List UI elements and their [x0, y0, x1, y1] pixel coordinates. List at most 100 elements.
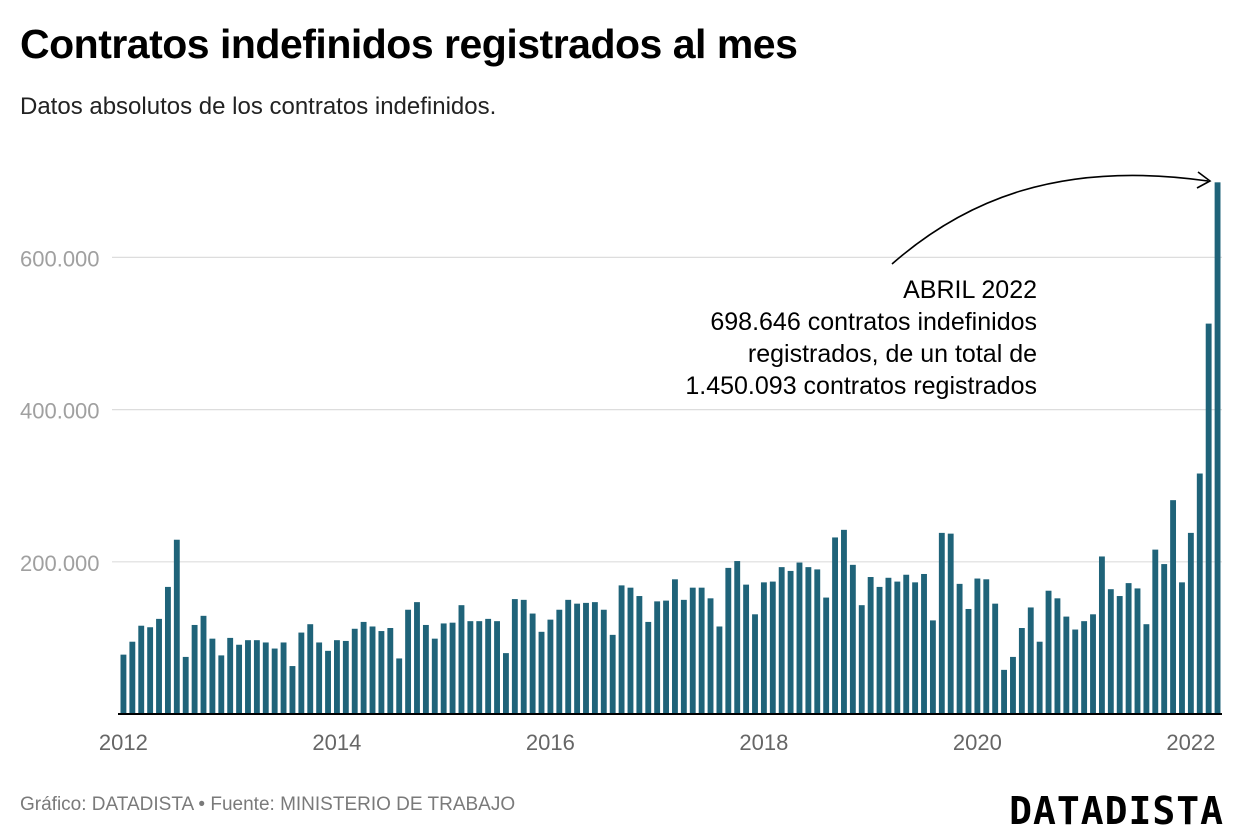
source-credit: Gráfico: DATADISTA • Fuente: MINISTERIO …: [20, 794, 516, 815]
bar: [1010, 656, 1016, 714]
x-tick-label: 2012: [99, 730, 148, 755]
bar: [645, 621, 652, 714]
bar: [547, 619, 554, 714]
bar: [965, 608, 972, 714]
bar: [938, 532, 945, 714]
bar: [752, 614, 758, 714]
bar: [1081, 621, 1088, 714]
bar: [1125, 583, 1132, 714]
bar: [147, 627, 154, 714]
bar: [921, 573, 927, 714]
x-tick-label: 2018: [739, 730, 788, 755]
y-tick-label: 600.000: [20, 246, 100, 271]
bar: [458, 605, 465, 714]
bar: [120, 654, 127, 714]
bar: [262, 642, 269, 714]
bar: [503, 653, 509, 714]
bar: [1045, 590, 1052, 714]
bar: [698, 587, 705, 714]
bar: [191, 624, 198, 714]
bar: [218, 655, 225, 714]
bar: [974, 578, 981, 714]
bar: [227, 637, 234, 714]
x-tick-label: 2020: [953, 730, 1002, 755]
bar: [271, 648, 278, 714]
bar: [164, 586, 171, 714]
bar: [414, 602, 420, 714]
bar: [680, 599, 687, 714]
bar: [734, 561, 741, 714]
y-tick-label: 400.000: [20, 399, 100, 424]
bar: [618, 585, 625, 714]
bar: [583, 602, 589, 714]
bar: [449, 622, 456, 714]
bar: [360, 621, 367, 714]
bar: [529, 613, 536, 714]
bar: [956, 583, 963, 714]
bar: [1036, 641, 1043, 714]
bar: [769, 581, 776, 714]
bar: [574, 603, 581, 714]
bar: [1116, 596, 1123, 714]
bar: [823, 597, 830, 714]
x-tick-label: 2016: [526, 730, 575, 755]
bar: [609, 634, 616, 714]
bar: [947, 533, 954, 714]
bar: [805, 567, 812, 714]
bar: [672, 579, 678, 714]
annotation-date: ABRIL 2022: [903, 276, 1037, 304]
bar: [342, 640, 349, 714]
bar: [325, 650, 331, 714]
datadista-logo[interactable]: DATADISTA: [1009, 789, 1224, 833]
bar: [494, 621, 500, 714]
x-axis: 2012 2014 2016 2018 2020 2022: [99, 713, 1222, 755]
annotation-text: ABRIL 2022 698.646 contratos indefinidos…: [685, 274, 1037, 402]
bar: [280, 642, 287, 714]
bar: [858, 605, 865, 714]
bar: [440, 623, 447, 714]
bar: [307, 624, 314, 714]
bar: [511, 599, 518, 714]
bar: [636, 596, 643, 714]
bar: [1001, 669, 1007, 714]
bar: [173, 539, 180, 714]
bar: [1143, 624, 1150, 714]
bar: [182, 656, 189, 714]
bar: [743, 584, 750, 714]
bar: [1072, 629, 1079, 714]
bar: [378, 631, 385, 714]
chart-title: Contratos indefinidos registrados al mes: [20, 21, 798, 67]
bar: [707, 598, 714, 714]
bar: [1187, 532, 1194, 714]
bar: [716, 626, 723, 714]
bar: [334, 640, 340, 714]
bar: [894, 581, 901, 714]
bars-layer: [120, 182, 1221, 715]
bar: [289, 666, 296, 714]
bar: [138, 625, 145, 714]
bar: [245, 640, 251, 714]
bar: [725, 567, 732, 714]
bar: [431, 638, 438, 714]
bar: [654, 601, 661, 714]
bar: [663, 600, 669, 714]
x-tick-label: 2014: [312, 730, 361, 755]
bar: [1018, 628, 1025, 714]
bar: [1214, 182, 1221, 714]
bar: [156, 618, 162, 715]
bar: [867, 577, 874, 714]
grid-layer: 200.000 400.000 600.000: [20, 246, 1222, 576]
bar: [538, 631, 545, 714]
bar: [1098, 556, 1105, 714]
bar: [814, 569, 821, 714]
bar: [467, 621, 474, 714]
bar: [760, 582, 767, 714]
bar: [129, 641, 136, 714]
bar: [1107, 589, 1114, 714]
bar: [396, 658, 403, 714]
bar: [912, 582, 919, 714]
bar: [841, 529, 847, 714]
bar: [1090, 614, 1096, 714]
bar: [351, 628, 358, 714]
bar: [1161, 564, 1168, 714]
